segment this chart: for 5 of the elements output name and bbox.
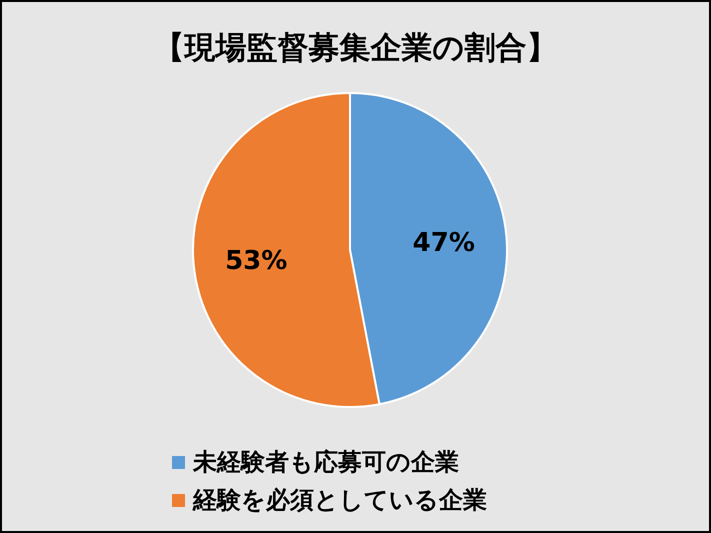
- chart-title: 【現場監督募集企業の割合】: [154, 30, 558, 66]
- data-label: 47%: [412, 228, 475, 258]
- legend-label: 経験を必須としている企業: [192, 486, 487, 514]
- legend-label: 未経験者も応募可の企業: [192, 448, 459, 476]
- data-label: 53%: [225, 246, 288, 276]
